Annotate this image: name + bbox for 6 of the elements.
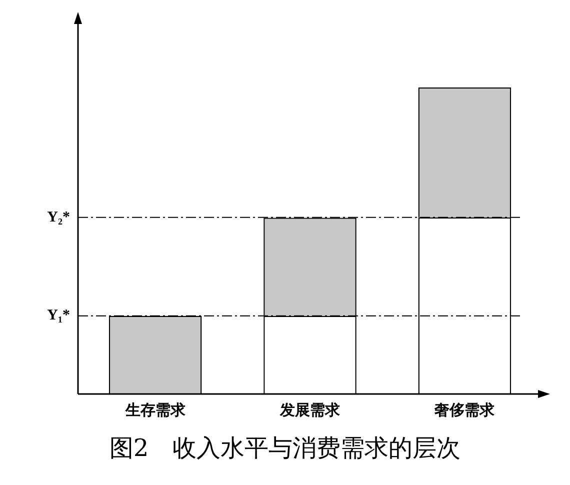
ref-line-label: Y₂* [47, 209, 70, 226]
x-tick-label: 生存需求 [124, 400, 186, 419]
x-tick-label: 奢侈需求 [434, 400, 496, 419]
x-tick-label: 发展需求 [279, 400, 341, 419]
text: 图2 收入水平与消费需求的层次 [108, 433, 462, 464]
ref-line-label: Y₁* [47, 308, 70, 324]
